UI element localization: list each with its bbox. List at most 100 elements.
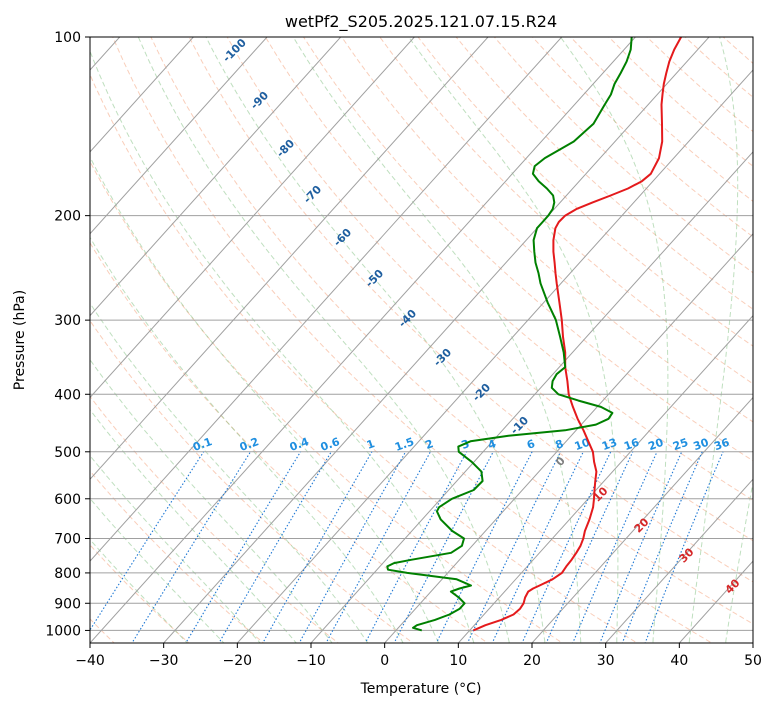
mixing-ratio-label: 1.5 <box>393 435 416 454</box>
mixing-ratio-label: 2 <box>423 437 435 452</box>
y-tick-label: 1000 <box>45 623 81 639</box>
y-tick-label: 300 <box>54 313 81 329</box>
grid-lines <box>0 24 753 650</box>
mixing-ratio-label: 30 <box>692 436 711 454</box>
isotherm-line <box>90 37 195 153</box>
x-tick-label: 20 <box>523 653 541 669</box>
x-tick-label: 50 <box>744 653 762 669</box>
isotherm-line <box>310 151 753 643</box>
y-tick-label: 500 <box>54 445 81 461</box>
dry-adiabat <box>112 37 713 643</box>
mixing-ratio-label: 0.2 <box>238 435 261 454</box>
mixing-ratio-label: 4 <box>486 437 498 452</box>
x-tick-label: 10 <box>449 653 467 669</box>
mixing-ratio-line <box>393 451 494 643</box>
dry-adiabat <box>761 37 775 650</box>
mixing-ratio-line <box>364 451 468 643</box>
y-tick-label: 100 <box>54 30 81 46</box>
y-tick-label: 600 <box>54 492 81 508</box>
isotherm-line <box>90 37 416 399</box>
mixing-ratio-label: 13 <box>600 436 619 453</box>
dry-adiabat <box>341 37 753 423</box>
x-tick-label: −20 <box>223 653 253 669</box>
dry-adiabat <box>90 319 414 643</box>
isotherm-line <box>162 37 710 643</box>
dry-adiabat <box>379 37 753 385</box>
dry-adiabat <box>90 395 340 643</box>
y-tick-label: 200 <box>54 209 81 225</box>
y-axis-label: Pressure (hPa) <box>12 290 28 390</box>
moist-adiabat <box>292 37 582 643</box>
mixing-ratio-line <box>644 451 724 643</box>
mixing-ratio-line <box>131 451 251 643</box>
mixing-ratio-label: 0.1 <box>191 435 214 454</box>
mixing-ratio-label: 25 <box>671 436 690 453</box>
isotherm-line <box>90 37 342 317</box>
isotherm-line <box>90 37 563 562</box>
x-tick-label: −10 <box>296 653 326 669</box>
moist-adiabat <box>205 37 546 643</box>
moist-adiabat <box>90 454 261 643</box>
mixing-ratio-line <box>90 451 205 631</box>
mixing-ratio-label: 16 <box>622 436 641 454</box>
mixing-ratio-label: 6 <box>525 437 537 452</box>
dry-adiabat <box>90 160 564 643</box>
isotherm-line <box>236 69 753 643</box>
mixing-ratio-label: 36 <box>712 436 731 454</box>
x-tick-label: 40 <box>670 653 688 669</box>
temperature-profile-line <box>472 37 682 632</box>
mixing-ratio-line <box>572 451 658 643</box>
mixing-ratio-label: 0.6 <box>319 435 342 454</box>
x-tick-label: −40 <box>75 653 105 669</box>
mixing-ratio-line <box>298 451 407 643</box>
mixing-ratio-label: 0.4 <box>288 435 311 454</box>
moist-adiabat <box>90 155 440 643</box>
moist-adiabat <box>408 37 619 643</box>
mixing-ratio-line <box>262 451 373 643</box>
profile-lines <box>386 37 682 632</box>
background-lines <box>90 37 775 650</box>
moist-adiabat <box>137 37 510 643</box>
moist-adiabat <box>90 236 404 643</box>
dry-adiabat <box>90 241 489 643</box>
dewpoint-profile-line <box>386 37 633 632</box>
x-ticks: −40 −30 −20 −10 0 10 20 30 40 50 <box>75 643 762 669</box>
mixing-ratio-line <box>185 451 301 643</box>
mixing-ratio-label: 8 <box>554 437 566 452</box>
x-tick-label: 30 <box>597 653 615 669</box>
y-tick-label: 700 <box>54 532 81 548</box>
y-ticks: 100 200 300 400 500 600 700 800 900 1000 <box>45 30 90 639</box>
moist-adiabat <box>90 408 297 643</box>
isotherm-line <box>90 37 268 235</box>
isotherm-line <box>90 37 637 643</box>
y-tick-label: 400 <box>54 387 81 403</box>
mixing-ratio-line <box>325 451 431 643</box>
dry-adiabat <box>264 37 753 501</box>
mixing-ratio-lines <box>90 451 724 643</box>
dry-adiabat <box>90 470 265 643</box>
plot-frame <box>89 36 754 644</box>
mixing-ratio-line <box>521 451 612 643</box>
mixing-ratio-label: 20 <box>646 436 665 454</box>
mixing-ratio-line <box>545 451 634 643</box>
plot-area <box>90 37 753 643</box>
isotherm-line <box>457 314 753 643</box>
mixing-ratio-label: 1 <box>365 437 377 452</box>
chart-title: wetPf2_S205.2025.121.07.15.R24 <box>285 12 557 32</box>
moist-adiabat <box>688 37 739 643</box>
dry-adiabat <box>150 37 753 625</box>
isotherm-line <box>604 478 753 643</box>
isotherm-line <box>90 37 489 481</box>
isotherm-line <box>0 24 58 650</box>
x-tick-label: −30 <box>149 653 179 669</box>
y-tick-label: 800 <box>54 566 81 582</box>
y-tick-label: 900 <box>54 596 81 612</box>
mixing-ratio-line <box>621 451 703 643</box>
moist-adiabat <box>90 497 225 643</box>
isotherm-line <box>383 232 753 643</box>
x-tick-label: 0 <box>380 653 389 669</box>
dry-adiabat <box>188 37 753 583</box>
mixing-ratio-line <box>491 451 584 643</box>
moist-adiabat <box>560 37 669 643</box>
